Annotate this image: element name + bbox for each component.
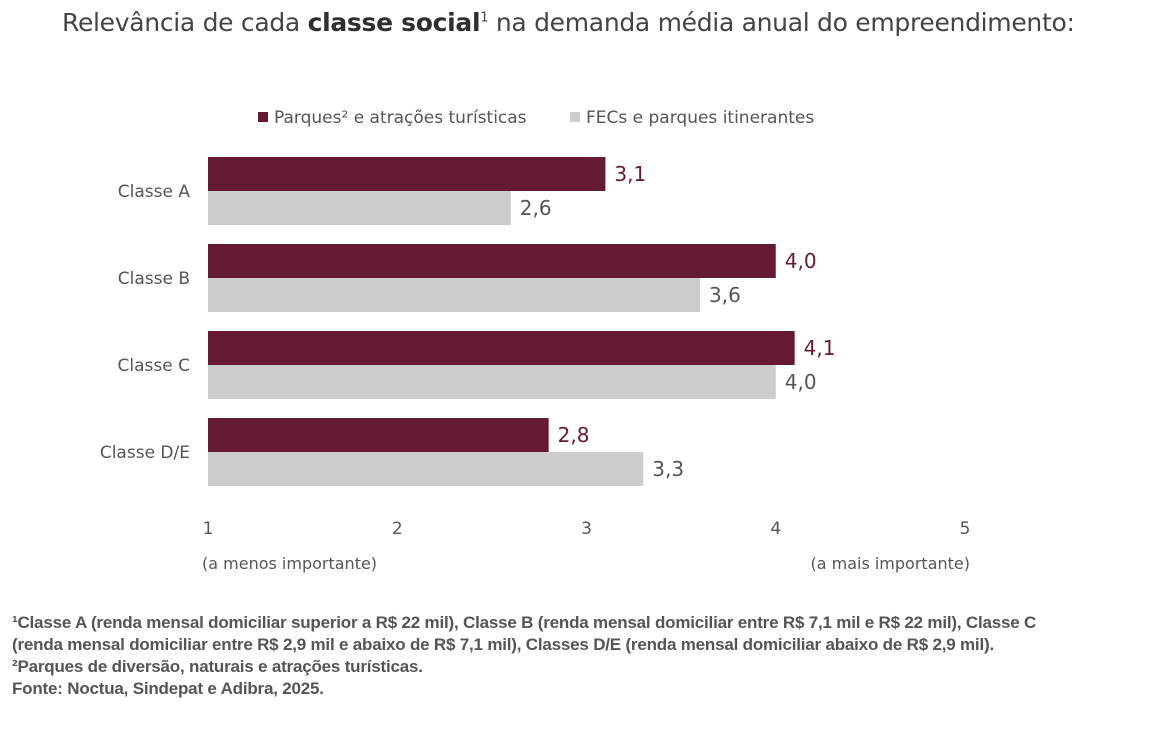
title-text-bold: classe social [307,8,481,37]
legend-label-1: Parques² e atrações turísticas [274,108,527,128]
bar-series-2 [208,452,644,486]
category-label: Classe D/E [100,443,190,463]
footnote-line-2: (renda mensal domiciliar entre R$ 2,9 mi… [12,635,994,654]
x-tick-label: 2 [392,519,403,539]
bar-series-2 [208,191,511,225]
footnote-line-1: ¹Classe A (renda mensal domiciliar super… [12,613,1037,632]
chart-title: Relevância de cada classe social1 na dem… [62,8,1152,37]
x-tick-label: 1 [203,519,214,539]
title-superscript: 1 [480,10,489,26]
data-label-series-1: 3,1 [614,162,646,186]
data-label-series-1: 4,1 [804,336,836,360]
legend-swatch-1 [258,112,268,122]
data-label-series-1: 4,0 [785,249,817,273]
category-label: Classe A [118,182,191,202]
legend-swatch-2 [570,112,580,122]
data-label-series-2: 3,6 [709,283,741,307]
bar-series-1 [208,244,776,278]
x-tick-label: 4 [770,519,781,539]
category-label: Classe B [118,269,190,289]
bar-series-2 [208,278,701,312]
x-axis-label-left: (a menos importante) [202,554,377,573]
data-label-series-2: 2,6 [520,196,552,220]
bar-chart: Parques² e atrações turísticas FECs e par… [100,108,971,573]
bar-series-1 [208,157,606,191]
footnote-source: Fonte: Noctua, Sindepat e Adibra, 2025. [12,679,324,698]
title-text-post: na demanda média anual do empreendimento… [488,8,1075,37]
bar-series-1 [208,331,795,365]
title-text-pre: Relevância de cada [62,8,308,37]
data-label-series-2: 4,0 [785,370,817,394]
data-label-series-1: 2,8 [558,423,590,447]
bar-series-1 [208,418,549,452]
category-label: Classe C [118,356,190,376]
x-axis-label-right: (a mais importante) [810,554,970,573]
footnote-line-3: ²Parques de diversão, naturais e atraçõe… [12,657,423,676]
data-label-series-2: 3,3 [652,457,684,481]
footnotes: ¹Classe A (renda mensal domiciliar super… [12,612,1162,700]
x-tick-label: 5 [960,519,971,539]
legend-label-2: FECs e parques itinerantes [586,108,814,128]
x-tick-label: 3 [581,519,592,539]
bar-series-2 [208,365,776,399]
